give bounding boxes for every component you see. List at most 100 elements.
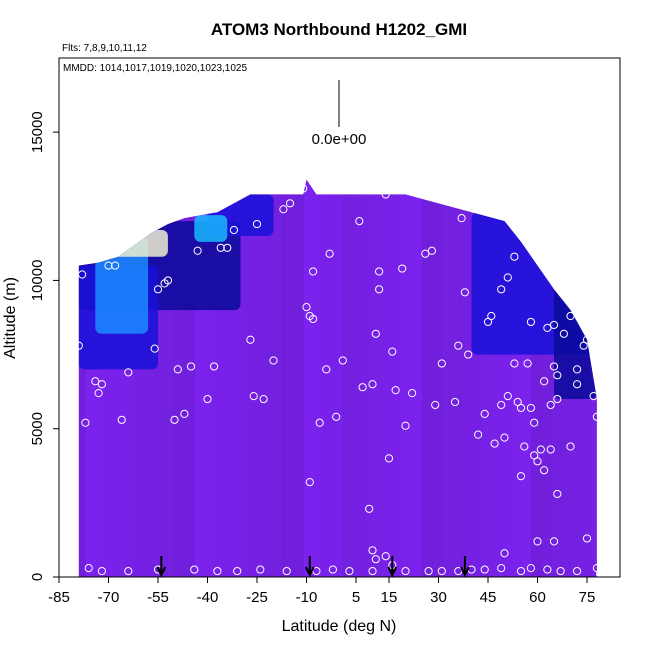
curtain-band [224, 58, 234, 577]
sample-point [328, 565, 337, 574]
arrow-marker-head [304, 566, 315, 578]
sample-point [582, 534, 592, 543]
sample-point [460, 288, 469, 297]
y-tick-label: 10000 [29, 260, 46, 302]
x-tick-label: -25 [246, 589, 268, 606]
curtain-band [253, 179, 265, 577]
sample-point [150, 344, 159, 353]
anomaly-northern-edge [554, 286, 597, 400]
sample-point [384, 454, 394, 463]
curtain-band [402, 58, 412, 577]
sample-point [592, 412, 602, 421]
sample-point [104, 261, 113, 270]
curtain-band [580, 58, 590, 577]
sample-point [282, 566, 291, 576]
sample-point [549, 537, 559, 546]
curtain-band [273, 179, 284, 577]
x-tick-label: 60 [529, 589, 546, 606]
sample-point [203, 394, 212, 404]
sample-point [285, 199, 295, 208]
sample-point [249, 391, 258, 401]
curtain-band [451, 179, 463, 577]
sample-point [388, 347, 397, 356]
x-tick-label: 30 [430, 589, 447, 606]
sample-point [480, 409, 489, 418]
curtain-band [78, 179, 86, 577]
curtain-band [441, 179, 453, 577]
x-tick-label: 45 [480, 589, 497, 606]
x-tick-label: -70 [98, 589, 120, 606]
curtain-band [530, 179, 542, 577]
sample-point [84, 564, 93, 573]
plot-frame [58, 57, 621, 578]
curtain-band [461, 179, 472, 577]
sample-point [437, 359, 446, 368]
sample-point [454, 341, 463, 350]
sample-point [216, 243, 225, 252]
sample-point [97, 566, 107, 576]
sample-point [523, 359, 532, 368]
curtain-band [164, 179, 175, 577]
y-tick-label: 0 [29, 573, 46, 581]
legend-value-label: 0.0e+00 [312, 131, 367, 148]
sample-point [556, 566, 565, 576]
curtain-band [600, 58, 610, 577]
sample-point [596, 569, 605, 579]
curtain-band [174, 179, 185, 577]
sample-point [91, 377, 100, 386]
sample-point [553, 489, 562, 499]
y-tick-label: 15000 [29, 111, 46, 153]
sample-point [437, 566, 446, 576]
sample-point [401, 566, 410, 576]
sample-point [450, 397, 460, 407]
sample-point [474, 430, 483, 439]
sample-point [381, 552, 390, 561]
sample-point [520, 442, 529, 451]
sample-point [497, 285, 506, 294]
sample-point [526, 564, 536, 573]
curtain-band [342, 179, 354, 577]
curtain-band [214, 58, 224, 577]
sample-point [309, 267, 318, 276]
x-tick-label: 75 [579, 589, 596, 606]
sample-point [322, 365, 331, 374]
sample-point [117, 415, 126, 424]
sample-point [365, 504, 374, 513]
sample-point [345, 566, 354, 576]
sample-point [540, 466, 549, 475]
sample-point [124, 566, 133, 576]
sample-point [510, 252, 519, 261]
sample-point [582, 335, 592, 344]
curtain-band [590, 58, 600, 577]
sample-point [338, 356, 347, 365]
sample-point [431, 400, 440, 410]
curtain-band [373, 58, 383, 577]
sample-point [309, 314, 318, 324]
x-tick-label: 5 [352, 589, 360, 606]
sample-point [424, 566, 433, 576]
sample-point [543, 323, 552, 332]
sample-point [193, 246, 202, 255]
sample-point [566, 442, 575, 451]
sample-point [325, 249, 334, 258]
sample-point [368, 546, 377, 555]
chart-title: ATOM3 Northbound H1202_GMI [211, 20, 467, 39]
sample-point [78, 270, 87, 279]
curtain-band [431, 179, 443, 577]
sample-point [500, 433, 509, 442]
sample-point [500, 549, 509, 558]
sample-point [375, 285, 384, 294]
arrow-marker-head [387, 566, 398, 578]
sample-point [233, 566, 242, 576]
sample-point [490, 439, 499, 448]
x-tick-label: 15 [381, 589, 398, 606]
sample-point [573, 380, 582, 389]
sample-point [74, 341, 83, 350]
curtain-band [263, 179, 274, 577]
curtain-band [392, 58, 402, 577]
y-axis-label: Altitude (m) [2, 277, 19, 359]
sample-point [124, 368, 133, 377]
sample-point [190, 565, 199, 574]
sample-point [256, 565, 265, 574]
